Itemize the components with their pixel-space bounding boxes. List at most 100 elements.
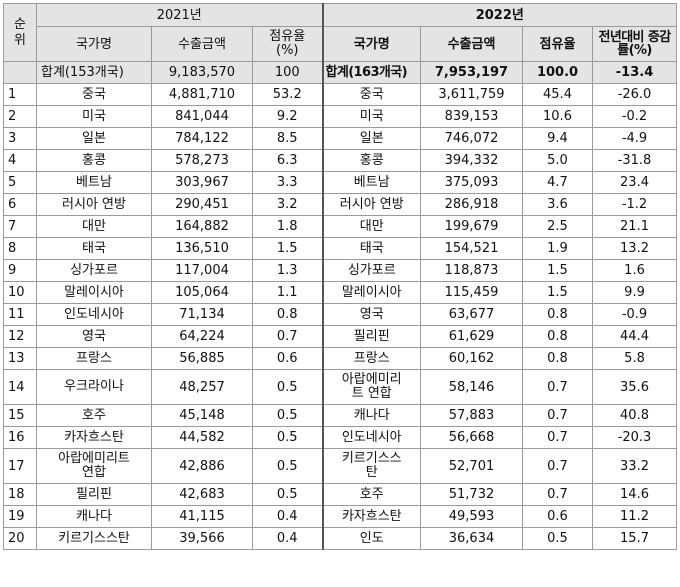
rank-cell: 19	[3, 505, 37, 528]
table-row: 9 싱가포르 117,004 1.3 싱가포르 118,873 1.5 1.6	[3, 259, 678, 282]
country-2021-header: 국가명	[36, 26, 152, 62]
share-2022-cell: 1.9	[522, 237, 593, 260]
export-2022-cell: 154,521	[420, 237, 523, 260]
export-2021-cell: 56,885	[151, 347, 253, 370]
share-2021-cell: 1.3	[252, 259, 323, 282]
year-2022-header: 2022년	[321, 3, 678, 27]
rank-cell: 6	[3, 193, 37, 216]
export-2021-cell: 578,273	[151, 149, 253, 172]
share-2021-cell: 0.5	[252, 483, 323, 506]
country-2021-cell: 필리핀	[36, 483, 152, 506]
export-2022-cell: 52,701	[420, 448, 523, 484]
share-2021-cell: 53.2	[252, 83, 323, 106]
export-2022-cell: 286,918	[420, 193, 523, 216]
table-row: 20 키르기스스탄 39,566 0.4 인도 36,634 0.5 15.7	[3, 527, 678, 550]
export-2022-cell: 49,593	[420, 505, 523, 528]
change-2022-cell: 15.7	[591, 527, 678, 550]
total-export-2021: 9,183,570	[151, 61, 253, 84]
country-2021-cell: 영국	[36, 325, 152, 348]
rank-cell: 1	[3, 83, 37, 106]
rank-cell: 8	[3, 237, 37, 260]
share-2022-cell: 0.6	[522, 505, 593, 528]
country-2022-cell: 영국	[321, 303, 421, 326]
share-2022-cell: 1.5	[522, 281, 593, 304]
export-2022-cell: 199,679	[420, 215, 523, 238]
export-2022-cell: 3,611,759	[420, 83, 523, 106]
export-2021-cell: 39,566	[151, 527, 253, 550]
export-2022-cell: 375,093	[420, 171, 523, 194]
export-2021-cell: 44,582	[151, 426, 253, 449]
change-2022-cell: -4.9	[591, 127, 678, 150]
export-2022-cell: 57,883	[420, 404, 523, 427]
country-2022-cell: 싱가포르	[321, 259, 421, 282]
share-2021-cell: 0.8	[252, 303, 323, 326]
rank-cell: 3	[3, 127, 37, 150]
share-2022-header: 점유율	[522, 26, 593, 62]
share-2022-cell: 2.5	[522, 215, 593, 238]
table-row: 4 홍콩 578,273 6.3 홍콩 394,332 5.0 -31.8	[3, 149, 678, 172]
export-ranking-table: 순위 2021년 2022년 국가명 수출금액 점유율 (%) 국가명 수출금액…	[3, 3, 678, 550]
export-2021-cell: 117,004	[151, 259, 253, 282]
share-2022-cell: 0.7	[522, 448, 593, 484]
export-2021-cell: 42,683	[151, 483, 253, 506]
country-2022-cell: 중국	[321, 83, 421, 106]
table-row: 1 중국 4,881,710 53.2 중국 3,611,759 45.4 -26.0	[3, 83, 678, 106]
change-2022-header: 전년대비 증감률(%)	[591, 26, 678, 62]
share-2021-cell: 0.5	[252, 404, 323, 427]
table-row: 6 러시아 연방 290,451 3.2 러시아 연방 286,918 3.6 -1.2	[3, 193, 678, 216]
export-2021-cell: 4,881,710	[151, 83, 253, 106]
country-2021-cell: 베트남	[36, 171, 152, 194]
share-2022-cell: 0.8	[522, 325, 593, 348]
export-2021-cell: 164,882	[151, 215, 253, 238]
rank-cell: 15	[3, 404, 37, 427]
share-2021-header: 점유율 (%)	[252, 26, 323, 62]
rank-cell: 16	[3, 426, 37, 449]
change-2022-cell: 40.8	[591, 404, 678, 427]
share-2022-cell: 3.6	[522, 193, 593, 216]
export-2021-cell: 42,886	[151, 448, 253, 484]
share-2021-cell: 0.6	[252, 347, 323, 370]
share-2022-cell: 4.7	[522, 171, 593, 194]
table-row: 10 말레이시아 105,064 1.1 말레이시아 115,459 1.5 9.9	[3, 281, 678, 304]
country-2022-cell: 태국	[321, 237, 421, 260]
country-2021-cell: 태국	[36, 237, 152, 260]
share-2022-cell: 1.5	[522, 259, 593, 282]
rank-cell: 20	[3, 527, 37, 550]
share-2022-cell: 45.4	[522, 83, 593, 106]
share-2021-cell: 3.2	[252, 193, 323, 216]
country-2021-cell: 말레이시아	[36, 281, 152, 304]
rank-cell: 12	[3, 325, 37, 348]
export-2021-cell: 105,064	[151, 281, 253, 304]
table-row: 5 베트남 303,967 3.3 베트남 375,093 4.7 23.4	[3, 171, 678, 194]
total-export-2022: 7,953,197	[420, 61, 523, 84]
export-2021-cell: 71,134	[151, 303, 253, 326]
export-2022-cell: 60,162	[420, 347, 523, 370]
table-row: 11 인도네시아 71,134 0.8 영국 63,677 0.8 -0.9	[3, 303, 678, 326]
country-2021-cell: 싱가포르	[36, 259, 152, 282]
country-2021-cell: 캐나다	[36, 505, 152, 528]
share-2021-cell: 3.3	[252, 171, 323, 194]
table-row: 17 아랍에미리트 연합 42,886 0.5 키르기스스탄 52,701 0.7 33.2	[3, 448, 678, 484]
share-2021-cell: 1.5	[252, 237, 323, 260]
country-2021-cell: 카자흐스탄	[36, 426, 152, 449]
share-2022-cell: 9.4	[522, 127, 593, 150]
export-2021-header: 수출금액	[151, 26, 253, 62]
export-2021-cell: 136,510	[151, 237, 253, 260]
rank-cell: 18	[3, 483, 37, 506]
change-2022-cell: 35.6	[591, 369, 678, 405]
rank-cell: 13	[3, 347, 37, 370]
change-2022-cell: 13.2	[591, 237, 678, 260]
export-2022-header: 수출금액	[420, 26, 523, 62]
rank-cell: 7	[3, 215, 37, 238]
change-2022-cell: 14.6	[591, 483, 678, 506]
export-2022-cell: 63,677	[420, 303, 523, 326]
export-2022-cell: 394,332	[420, 149, 523, 172]
country-2021-cell: 인도네시아	[36, 303, 152, 326]
share-2021-cell: 9.2	[252, 105, 323, 128]
export-2022-cell: 58,146	[420, 369, 523, 405]
table-row: 7 대만 164,882 1.8 대만 199,679 2.5 21.1	[3, 215, 678, 238]
rank-cell: 11	[3, 303, 37, 326]
country-2022-cell: 베트남	[321, 171, 421, 194]
rank-cell: 5	[3, 171, 37, 194]
export-2021-cell: 784,122	[151, 127, 253, 150]
